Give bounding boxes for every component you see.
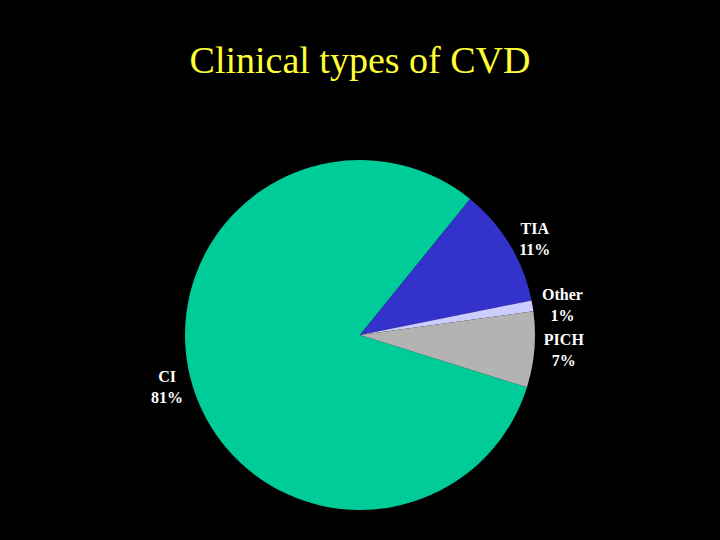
svg-text:Other1%: Other1% [542, 286, 583, 324]
svg-text:PICH7%: PICH7% [544, 331, 585, 369]
svg-text:TIA11%: TIA11% [519, 220, 550, 258]
svg-text:Clinical types of CVD: Clinical types of CVD [190, 39, 531, 81]
svg-text:CI81%: CI81% [151, 368, 183, 406]
